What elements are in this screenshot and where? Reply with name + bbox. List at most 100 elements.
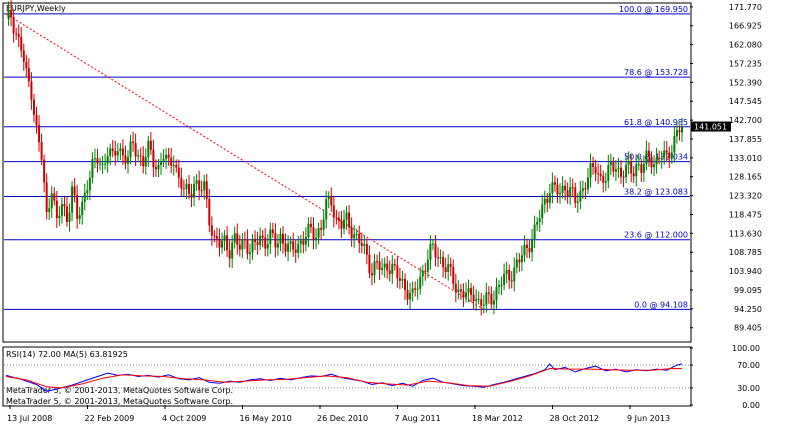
candle-body <box>76 194 79 219</box>
candle-body <box>457 289 460 293</box>
candle-body <box>350 227 353 239</box>
candle-body <box>154 167 157 170</box>
candle-body <box>180 177 183 189</box>
candle-body <box>449 264 452 267</box>
candle-body <box>332 205 335 218</box>
candle-body <box>264 237 267 249</box>
candle-body <box>276 243 279 248</box>
candle-body <box>195 180 198 184</box>
candle-body <box>96 158 99 164</box>
candle-body <box>160 162 163 165</box>
candle-body <box>221 240 224 248</box>
candle-body <box>485 292 488 305</box>
candle-body <box>665 150 668 153</box>
candle-body <box>88 177 91 191</box>
candle-body <box>421 270 424 277</box>
candle-body <box>566 190 569 197</box>
candle-body <box>454 283 457 293</box>
price-axis-tick-label: 137.855 <box>729 135 762 144</box>
time-axis-tick-label: 22 Feb 2009 <box>85 414 135 423</box>
candle-body <box>119 148 122 152</box>
candle-body <box>434 243 437 258</box>
candle-body <box>579 190 582 202</box>
candle-body <box>492 300 495 305</box>
candle-body <box>302 240 305 245</box>
candle-body <box>625 164 628 178</box>
candle-body <box>177 167 180 178</box>
candle-body <box>307 223 310 238</box>
candle-body <box>467 288 470 293</box>
candle-body <box>287 243 290 252</box>
candle-body <box>238 244 241 250</box>
candle-body <box>602 175 605 183</box>
fibonacci-level-label: 38.2 @ 123.083 <box>624 188 688 197</box>
candle-body <box>165 154 168 159</box>
candle-body <box>208 199 211 226</box>
candle-body <box>261 235 264 238</box>
candle-body <box>416 288 419 290</box>
candle-body <box>170 157 173 166</box>
candle-body <box>482 304 485 306</box>
candle-body <box>55 200 58 218</box>
candle-body <box>673 136 676 153</box>
candle-body <box>546 198 549 203</box>
candle-body <box>152 149 155 168</box>
main-plot-frame <box>2 2 692 343</box>
candle-body <box>27 68 30 82</box>
candle-body <box>513 267 516 282</box>
candle-body <box>376 261 379 263</box>
candle-body <box>647 150 650 157</box>
candle-body <box>236 233 239 245</box>
candle-body <box>35 114 38 126</box>
candle-body <box>60 203 63 216</box>
candle-body <box>505 269 508 274</box>
rsi-label: RSI(14) 72.00 MA(5) 63.81925 <box>6 350 128 359</box>
candle-body <box>40 142 43 160</box>
candle-body <box>63 203 66 207</box>
candle-body <box>248 252 251 254</box>
candle-body <box>256 241 259 245</box>
candle-body <box>162 158 165 163</box>
candle-body <box>53 193 56 201</box>
candle-body <box>464 292 467 298</box>
rsi-axis-tick-label: 100.00 <box>732 344 760 353</box>
time-axis-tick-label: 28 Oct 2012 <box>550 414 599 423</box>
candle-body <box>65 206 68 222</box>
candle-body <box>297 243 300 253</box>
current-price-marker <box>691 121 731 132</box>
candle-body <box>233 233 236 243</box>
rsi-axis-tick-label: 70.00 <box>737 361 760 370</box>
candle-body <box>515 259 518 268</box>
candle-body <box>658 157 661 159</box>
candle-body <box>599 173 602 176</box>
price-axis-tick-label: 123.320 <box>729 192 762 201</box>
candle-body <box>38 125 41 143</box>
candle-body <box>584 188 587 190</box>
candle-body <box>294 249 297 253</box>
candle-body <box>370 273 373 276</box>
candle-body <box>93 158 96 160</box>
candle-body <box>20 36 23 51</box>
fibonacci-level-label: 100.0 @ 169.950 <box>619 5 688 14</box>
candle-body <box>561 185 564 193</box>
candle-body <box>81 201 84 216</box>
candle-body <box>533 224 536 240</box>
price-axis-tick-label: 118.475 <box>729 210 762 219</box>
candle-body <box>439 257 442 259</box>
rsi-axis-tick-label: 30.00 <box>737 384 760 393</box>
candle-body <box>378 261 381 271</box>
candle-body <box>213 235 216 237</box>
candle-body <box>43 159 46 183</box>
candle-body <box>525 244 528 248</box>
candle-body <box>312 227 315 241</box>
fibonacci-level-label: 0.0 @ 94.108 <box>634 300 688 309</box>
candle-body <box>548 193 551 203</box>
candle-body <box>536 222 539 225</box>
candle-body <box>503 273 506 285</box>
fibonacci-level-label: 61.8 @ 140.985 <box>624 118 688 127</box>
candle-body <box>337 217 340 221</box>
candle-body <box>604 180 607 183</box>
candle-body <box>360 242 363 246</box>
